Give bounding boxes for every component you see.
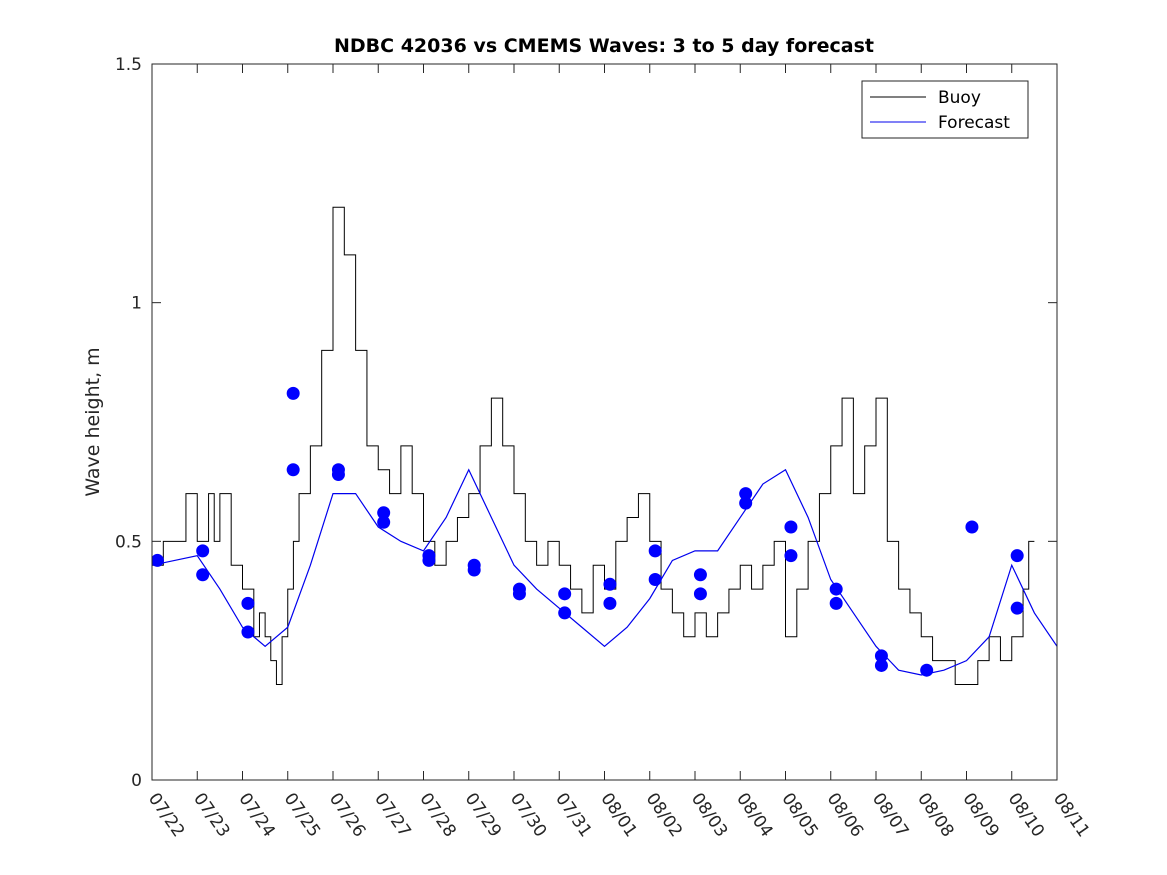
buoy-series-line <box>152 206 1035 686</box>
forecast-start-marker <box>558 606 572 620</box>
forecast-series-line <box>152 468 1057 676</box>
forecast-start-marker <box>512 587 526 601</box>
forecast-start-marker <box>422 553 436 567</box>
forecast-start-marker <box>648 573 662 587</box>
legend-label-buoy: Buoy <box>938 88 981 108</box>
forecast-start-marker <box>377 506 391 520</box>
forecast-start-marker <box>241 625 255 639</box>
series-layer <box>152 206 1057 686</box>
forecast-start-marker <box>1010 601 1024 615</box>
forecast-start-marker <box>784 520 798 534</box>
forecast-start-marker <box>784 549 798 563</box>
forecast-start-marker <box>331 468 345 482</box>
forecast-start-marker <box>829 596 843 610</box>
forecast-start-marker <box>739 487 753 501</box>
forecast-start-marker <box>1010 549 1024 563</box>
chart-title: NDBC 42036 vs CMEMS Waves: 3 to 5 day fo… <box>334 35 874 57</box>
y-tick-label: 0.5 <box>115 532 142 552</box>
forecast-start-marker <box>603 596 617 610</box>
y-axis-label: Wave height, m <box>82 347 104 496</box>
forecast-start-marker <box>286 463 300 477</box>
legend-box <box>861 80 1029 139</box>
forecast-start-marker <box>558 587 572 601</box>
forecast-start-marker <box>874 649 888 663</box>
forecast-start-marker <box>467 563 481 577</box>
forecast-start-marker <box>648 544 662 558</box>
forecast-start-marker <box>377 515 391 529</box>
forecast-start-marker <box>196 568 210 582</box>
forecast-start-marker <box>739 496 753 510</box>
forecast-start-marker <box>829 582 843 596</box>
legend-label-forecast: Forecast <box>938 113 1010 133</box>
forecast-start-marker <box>286 386 300 400</box>
forecast-start-marker <box>874 658 888 672</box>
y-tick-label: 1 <box>131 294 142 314</box>
forecast-start-marker <box>152 553 164 567</box>
y-axis: 0 0.5 1 1.5 <box>115 55 1057 791</box>
y-tick-label: 1.5 <box>115 55 142 75</box>
forecast-start-marker <box>965 520 979 534</box>
legend: Buoy Forecast <box>861 80 1029 139</box>
forecast-start-marker <box>920 663 934 677</box>
forecast-start-marker <box>693 587 707 601</box>
forecast-start-marker <box>603 577 617 591</box>
forecast-start-marker <box>196 544 210 558</box>
y-tick-label: 0 <box>131 771 142 791</box>
forecast-start-marker <box>693 568 707 582</box>
forecast-start-marker <box>241 596 255 610</box>
